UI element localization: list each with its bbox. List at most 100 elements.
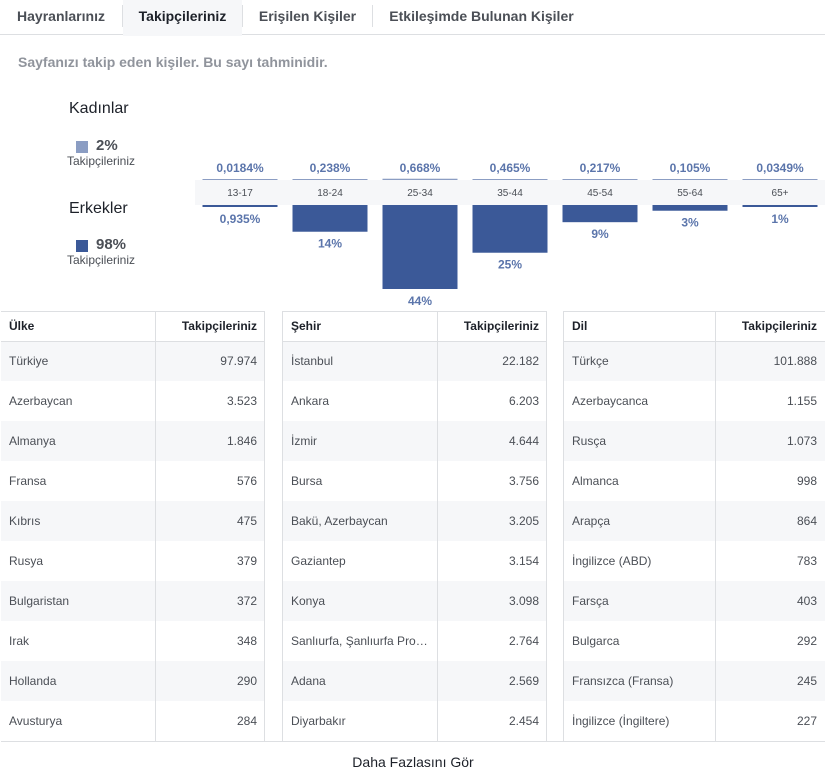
column-header-followers[interactable]: Takipçileriniz [436, 312, 547, 342]
country-name-cell: Fransa [9, 474, 47, 488]
language-name-cell: Fransızca (Fransa) [564, 661, 715, 701]
table-row: Kıbrıs 475 [1, 501, 265, 541]
men-value-label: 25% [498, 258, 522, 272]
men-value-label: 3% [681, 216, 699, 230]
table-row: İzmir 4.644 [283, 421, 547, 461]
table-row: Arapça 864 [564, 501, 825, 541]
language-value-cell: 864 [714, 501, 825, 541]
language-name-cell: Rusça [564, 421, 715, 461]
women-value-label: 0,217% [580, 161, 621, 175]
tab-reached[interactable]: Erişilen Kişiler [258, 8, 357, 24]
table-row: Avusturya 284 [1, 701, 265, 741]
table-row: Azerbaycan 3.523 [1, 381, 265, 421]
page-description: Sayfanızı takip eden kişiler. Bu sayı ta… [18, 54, 328, 70]
women-value-label: 0,668% [400, 161, 441, 175]
women-swatch [76, 141, 88, 153]
country-name-cell: Hollanda [1, 661, 155, 701]
women-value-label: 0,0184% [216, 161, 264, 175]
language-value-cell: 245 [714, 661, 825, 701]
city-name-cell: Diyarbakır [291, 714, 346, 728]
women-value-label: 0,465% [490, 161, 531, 175]
women-percent: 2% [96, 137, 118, 154]
city-value-cell: 22.182 [436, 341, 547, 381]
tab-bar: Hayranlarınız Takipçileriniz Erişilen Ki… [0, 0, 825, 36]
city-value-cell: 3.756 [436, 461, 547, 501]
women-value-label: 0,238% [310, 161, 351, 175]
city-value-cell: 2.569 [436, 661, 547, 701]
country-name-cell: Irak [9, 634, 30, 648]
country-name-cell: Azerbaycan [9, 394, 73, 408]
men-bar [742, 205, 818, 207]
country-value-cell: 97.974 [154, 341, 265, 381]
tab-divider [372, 5, 373, 27]
tab-divider [242, 5, 243, 27]
table-row: Rusça 1.073 [564, 421, 825, 461]
women-label: Kadınlar [69, 100, 129, 117]
table-row: Azerbaycanca 1.155 [564, 381, 825, 421]
age-tick-label: 65+ [772, 188, 789, 199]
language-name-cell: Arapça [564, 501, 715, 541]
country-name-cell: Türkiye [1, 341, 155, 381]
men-bar [202, 205, 278, 207]
city-name-cell: Gaziantep [291, 554, 346, 568]
table-row: Hollanda 290 [1, 661, 265, 701]
age-tick-label: 35-44 [497, 188, 523, 199]
language-name-cell: Türkçe [564, 341, 715, 381]
city-name-cell: İstanbul [283, 341, 437, 381]
table-row: Fransızca (Fransa) 245 [564, 661, 825, 701]
country-value-cell: 475 [154, 501, 265, 541]
language-value-cell: 998 [714, 461, 825, 501]
men-bar [292, 205, 368, 232]
women-value-label: 0,105% [670, 161, 711, 175]
table-divider [264, 311, 265, 741]
country-name-cell: Avusturya [9, 714, 63, 728]
city-name-cell: Adana [283, 661, 437, 701]
language-name-cell: Farsça [564, 581, 715, 621]
table-row: Türkçe 101.888 [564, 341, 825, 381]
city-table: Şehir Takipçileriniz İstanbul 22.182 Ankara 6… [283, 311, 547, 741]
country-value-cell: 576 [154, 461, 265, 501]
women-bar [652, 179, 728, 180]
city-value-cell: 2.764 [436, 621, 547, 661]
men-value-label: 9% [591, 227, 609, 241]
column-header-followers[interactable]: Takipçileriniz [154, 312, 265, 342]
country-table: Ülke Takipçileriniz Türkiye 97.974 Azerbayca… [1, 311, 265, 741]
age-tick-label: 45-54 [587, 188, 613, 199]
country-value-cell: 348 [154, 621, 265, 661]
women-bar [562, 179, 638, 180]
women-bar [292, 179, 368, 180]
column-header-country[interactable]: Ülke [1, 312, 155, 342]
city-value-cell: 3.098 [436, 581, 547, 621]
men-percent: 98% [96, 236, 127, 253]
tab-fans[interactable]: Hayranlarınız [17, 8, 105, 24]
city-name-cell: Bursa [291, 474, 323, 488]
table-row: İngilizce (ABD) 783 [564, 541, 825, 581]
language-name-cell: İngilizce (İngiltere) [572, 714, 670, 728]
city-value-cell: 3.205 [436, 501, 547, 541]
see-more-button[interactable]: Daha Fazlasını Gör [1, 741, 825, 781]
city-name-cell: Ankara [291, 394, 330, 408]
table-row: Farsça 403 [564, 581, 825, 621]
tab-followers[interactable]: Takipçileriniz [123, 0, 242, 36]
age-tick-label: 25-34 [407, 188, 433, 199]
men-swatch [76, 240, 88, 252]
table-row: Sanlıurfa, Şanlıurfa Pro… 2.764 [283, 621, 547, 661]
age-tick-label: 13-17 [227, 188, 253, 199]
women-value-label: 0,0349% [756, 161, 804, 175]
table-divider [282, 311, 283, 741]
men-bar [562, 205, 638, 223]
men-value-label: 14% [318, 237, 342, 251]
tab-engaged[interactable]: Etkileşimde Bulunan Kişiler [389, 8, 574, 24]
column-header-city[interactable]: Şehir [283, 312, 437, 342]
country-name-cell: Almanya [1, 421, 155, 461]
language-value-cell: 292 [714, 621, 825, 661]
column-header-followers[interactable]: Takipçileriniz [714, 312, 825, 342]
tab-divider [122, 5, 123, 27]
table-row: Adana 2.569 [283, 661, 547, 701]
table-row: İstanbul 22.182 [283, 341, 547, 381]
women-sublabel: Takipçileriniz [67, 154, 136, 168]
language-value-cell: 1.073 [714, 421, 825, 461]
column-header-language[interactable]: Dil [564, 312, 715, 342]
language-name-cell: Bulgarca [572, 634, 620, 648]
age-gender-chart: 0,0184% 13-17 0,935% 0,238% 18-24 14% 0,668% 25… [195, 161, 825, 308]
